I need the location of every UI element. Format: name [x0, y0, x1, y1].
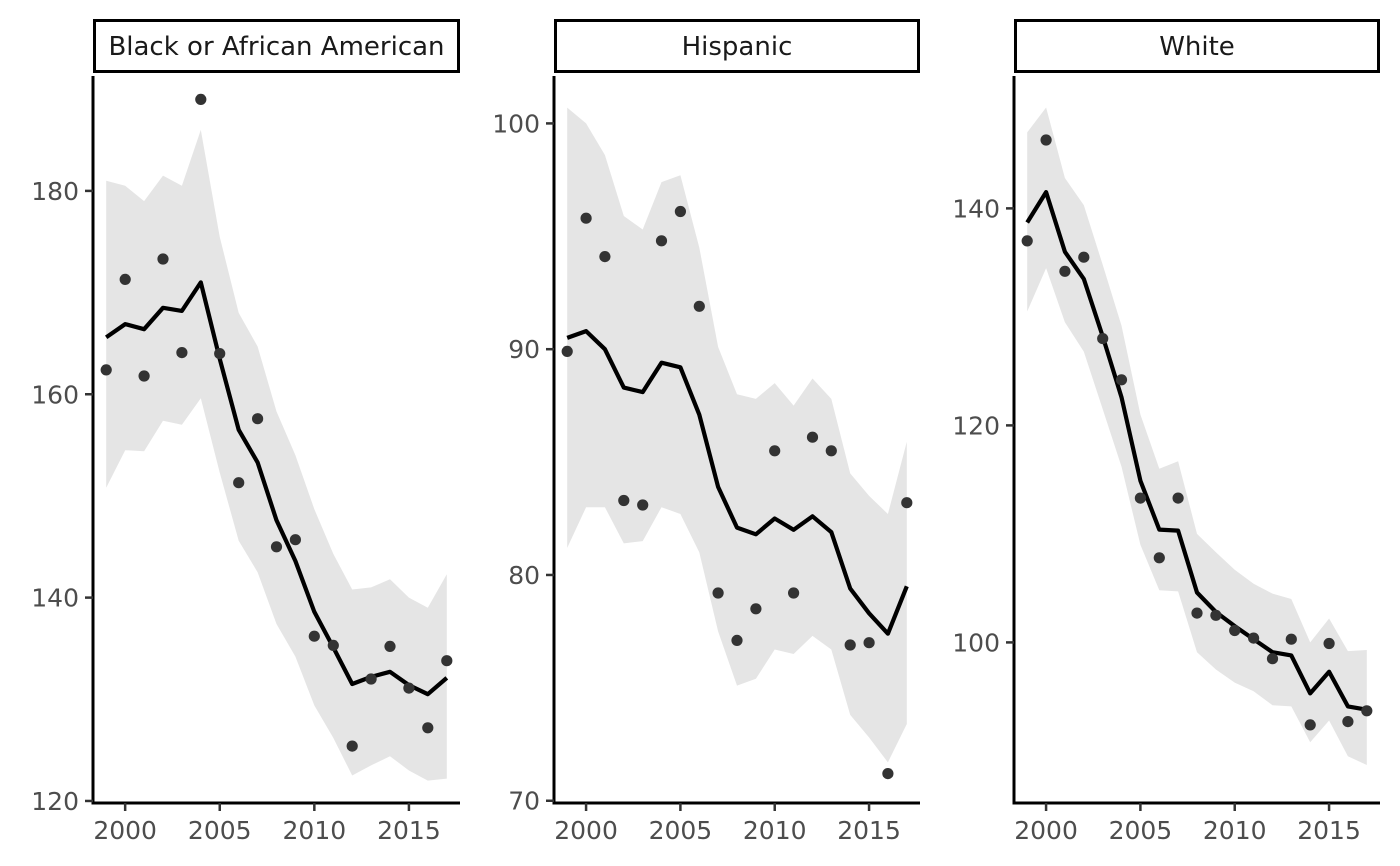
data-point — [1172, 492, 1184, 504]
data-point — [289, 534, 301, 546]
data-point — [1210, 609, 1222, 621]
data-point — [599, 251, 611, 263]
y-tick-label: 100 — [952, 628, 1000, 657]
strip-box — [93, 19, 460, 73]
data-point — [100, 364, 112, 376]
data-point — [674, 205, 687, 218]
x-tick-label: 2015 — [1297, 816, 1361, 845]
data-point — [1021, 235, 1033, 247]
x-tick-label: 2015 — [377, 816, 441, 845]
x-tick-label: 2010 — [743, 816, 807, 845]
data-point — [788, 587, 800, 599]
data-point — [1229, 624, 1241, 637]
data-point — [195, 93, 207, 105]
data-point — [1323, 637, 1335, 650]
panel-title: Black or African American — [108, 32, 444, 62]
data-point — [1097, 333, 1109, 345]
data-point — [327, 639, 339, 652]
data-point — [561, 345, 573, 357]
data-point — [270, 541, 283, 553]
panel-title: White — [1159, 32, 1235, 62]
data-point — [214, 348, 226, 360]
data-point — [731, 634, 743, 647]
data-point — [618, 494, 630, 507]
y-tick-label: 70 — [508, 787, 540, 816]
panel-title: Hispanic — [682, 32, 793, 62]
data-point — [1115, 374, 1128, 386]
fitted-line — [105, 280, 449, 697]
x-tick-label: 2000 — [93, 816, 157, 845]
x-tick-label: 2010 — [1203, 816, 1267, 845]
fitted-line — [566, 329, 909, 636]
data-point — [1040, 134, 1052, 146]
data-point — [157, 253, 169, 265]
y-tick-label: 100 — [492, 109, 540, 138]
y-tick-label: 140 — [952, 194, 1000, 223]
data-point — [693, 300, 705, 312]
fitted-line — [1025, 190, 1368, 712]
x-tick-label: 2000 — [554, 816, 618, 845]
x-tick-label: 2005 — [649, 816, 713, 845]
data-point — [1342, 716, 1354, 728]
data-point — [844, 639, 856, 651]
x-tick-label: 2000 — [1014, 816, 1078, 845]
data-point — [252, 413, 264, 425]
data-point — [882, 768, 894, 780]
data-point — [138, 370, 150, 382]
strip-box — [554, 19, 920, 73]
data-point — [422, 722, 434, 734]
data-point — [1304, 719, 1316, 731]
data-point — [1078, 251, 1090, 263]
data-point — [1248, 632, 1260, 644]
data-point — [119, 273, 131, 285]
data-point — [825, 445, 837, 457]
x-tick-label: 2005 — [188, 816, 252, 845]
y-tick-label: 120 — [31, 787, 79, 816]
data-point — [384, 640, 396, 653]
panel-2: Hispanic 2000 2005 2010 2015 70 80 90 100 — [492, 19, 920, 845]
data-point — [863, 637, 875, 649]
y-tick-label: 80 — [508, 561, 540, 590]
data-point — [346, 740, 358, 752]
confidence-ribbon — [567, 107, 907, 763]
confidence-ribbon — [106, 129, 447, 781]
data-point — [750, 603, 762, 615]
data-point — [1134, 492, 1146, 504]
x-tick-label: 2005 — [1109, 816, 1173, 845]
data-point — [1361, 705, 1373, 717]
data-point — [403, 682, 415, 694]
y-tick-label: 160 — [31, 380, 79, 409]
y-tick-label: 180 — [31, 177, 79, 206]
strip-box — [1014, 19, 1380, 73]
y-tick-label: 120 — [952, 411, 1000, 440]
data-point — [1266, 653, 1279, 665]
y-tick-label: 90 — [508, 335, 540, 364]
panel-1: Black or African American 2000 2005 2010 201… — [31, 19, 460, 845]
confidence-ribbon — [1027, 107, 1367, 765]
data-point — [308, 630, 320, 642]
data-point — [1059, 265, 1071, 277]
panel-3: White 2000 2005 2010 2015 100 120 140 — [952, 19, 1380, 845]
x-tick-label: 2010 — [283, 816, 347, 845]
data-point — [1285, 633, 1297, 645]
data-point — [365, 673, 377, 685]
data-point — [1191, 607, 1203, 619]
data-point — [176, 347, 188, 359]
data-point — [233, 477, 245, 489]
x-tick-label: 2015 — [837, 816, 901, 845]
data-point — [655, 235, 668, 247]
data-point — [769, 445, 781, 457]
data-point — [1153, 552, 1165, 564]
data-point — [806, 431, 819, 443]
data-point — [901, 497, 913, 509]
data-point — [441, 655, 453, 667]
data-point — [637, 499, 649, 511]
y-tick-label: 140 — [31, 584, 79, 613]
data-point — [580, 212, 592, 224]
data-point — [712, 587, 724, 599]
